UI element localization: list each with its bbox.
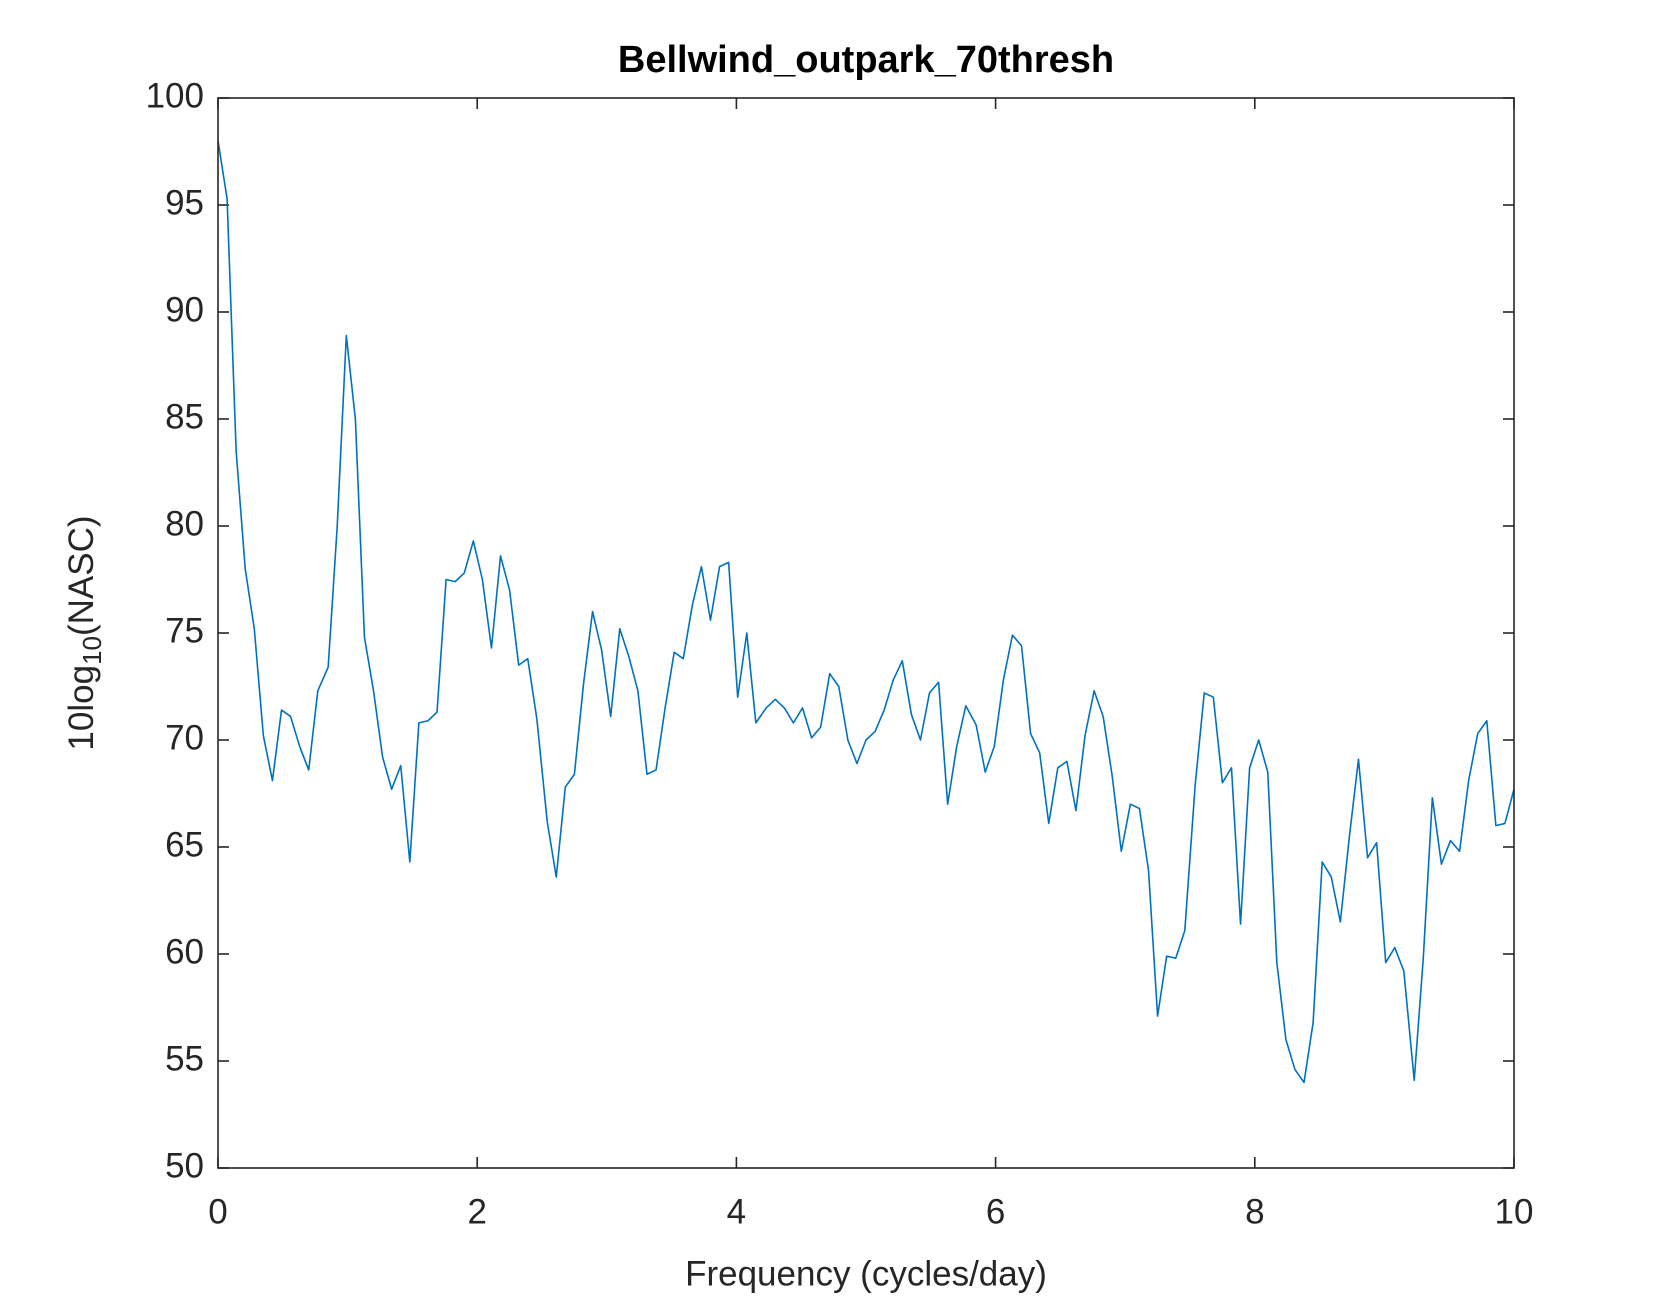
plot-area bbox=[218, 98, 1514, 1168]
y-tick-label: 80 bbox=[165, 504, 204, 543]
x-axis-label: Frequency (cycles/day) bbox=[685, 1254, 1047, 1293]
y-label-part: (NASC) bbox=[62, 515, 101, 636]
y-tick-label: 60 bbox=[165, 932, 204, 971]
x-tick-label: 2 bbox=[467, 1192, 486, 1231]
x-tick-label: 10 bbox=[1495, 1192, 1534, 1231]
x-tick-label: 0 bbox=[208, 1192, 227, 1231]
y-axis-label: 10log10(NASC) bbox=[62, 515, 107, 750]
x-tick-label: 8 bbox=[1245, 1192, 1264, 1231]
y-tick-label: 90 bbox=[165, 290, 204, 329]
y-tick-label: 75 bbox=[165, 611, 204, 650]
chart-title: Bellwind_outpark_70thresh bbox=[618, 39, 1114, 81]
y-tick-label: 85 bbox=[165, 397, 204, 436]
x-tick-label: 6 bbox=[986, 1192, 1005, 1231]
y-tick-label: 70 bbox=[165, 718, 204, 757]
y-label-subscript: 10 bbox=[77, 636, 107, 665]
y-tick-label: 65 bbox=[165, 825, 204, 864]
y-tick-label: 100 bbox=[146, 76, 204, 115]
x-tick-label: 4 bbox=[727, 1192, 746, 1231]
y-tick-label: 50 bbox=[165, 1146, 204, 1185]
data-line bbox=[217, 140, 1515, 1084]
y-tick-label: 55 bbox=[165, 1039, 204, 1078]
y-tick-label: 95 bbox=[165, 183, 204, 222]
axes-box bbox=[217, 97, 1515, 1169]
y-label-part: 10log bbox=[62, 665, 101, 751]
